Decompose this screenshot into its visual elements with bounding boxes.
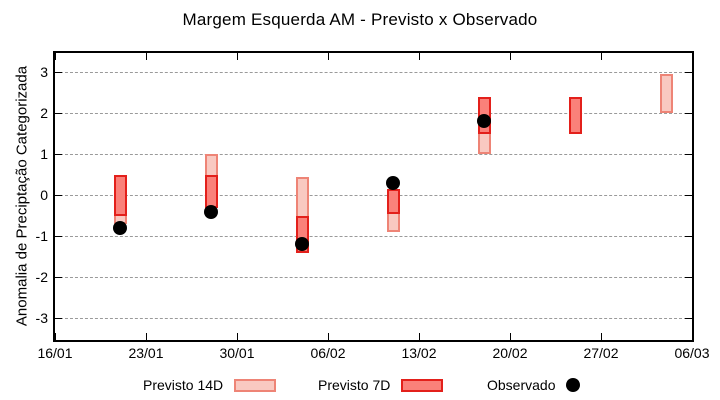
y-tick-mark <box>55 71 62 73</box>
legend-item-previsto-14d: Previsto 14D <box>143 376 277 394</box>
legend-label-observado: Observado <box>487 377 556 393</box>
x-tick-mark <box>691 333 693 340</box>
legend-label-previsto-7d: Previsto 7D <box>318 377 391 393</box>
x-tick-label: 23/01 <box>128 345 164 361</box>
observado-dot <box>386 175 400 190</box>
x-tick-mark <box>691 53 693 60</box>
plot-area <box>53 51 694 342</box>
previsto-7d-swatch-icon <box>401 378 444 392</box>
x-tick-mark <box>418 333 420 340</box>
y-tick-label: -2 <box>35 269 48 286</box>
observado-dot <box>113 221 127 236</box>
previsto-14d-swatch-icon <box>234 378 277 392</box>
y-tick-mark <box>55 276 62 278</box>
gridline <box>55 153 692 155</box>
y-tick-mark <box>685 153 692 155</box>
x-tick-label: 30/01 <box>219 345 255 361</box>
y-tick-mark <box>55 194 62 196</box>
gridline <box>55 276 692 278</box>
legend-item-previsto-7d: Previsto 7D <box>318 376 444 394</box>
x-tick-mark <box>600 333 602 340</box>
legend-label-previsto-14d: Previsto 14D <box>143 377 224 393</box>
previsto-7d-bar <box>386 189 400 214</box>
y-tick-mark <box>685 71 692 73</box>
previsto-7d-bar <box>568 96 582 134</box>
y-tick-mark <box>685 317 692 319</box>
observado-dot <box>477 114 491 129</box>
y-tick-label: 3 <box>40 64 48 81</box>
x-tick-mark <box>54 53 56 60</box>
y-tick-mark <box>685 276 692 278</box>
previsto-14d-bar <box>659 74 673 114</box>
y-tick-mark <box>685 194 692 196</box>
x-tick-mark <box>509 53 511 60</box>
observado-dot-icon <box>566 378 581 392</box>
x-tick-label: 06/02 <box>310 345 346 361</box>
y-tick-label: -3 <box>35 310 48 327</box>
observado-dot <box>204 204 218 219</box>
x-tick-mark <box>509 333 511 340</box>
x-tick-mark <box>236 53 238 60</box>
x-tick-label: 20/02 <box>492 345 528 361</box>
y-tick-label: 1 <box>40 146 48 163</box>
y-tick-mark <box>685 235 692 237</box>
x-tick-mark <box>145 53 147 60</box>
x-tick-mark <box>236 333 238 340</box>
x-tick-mark <box>600 53 602 60</box>
y-tick-label: -1 <box>35 228 48 245</box>
x-tick-label: 06/03 <box>674 345 710 361</box>
x-tick-mark <box>145 333 147 340</box>
y-tick-mark <box>55 153 62 155</box>
x-tick-mark <box>54 333 56 340</box>
y-tick-label: 0 <box>40 187 48 204</box>
y-tick-mark <box>55 235 62 237</box>
x-tick-label: 16/01 <box>37 345 73 361</box>
x-tick-label: 13/02 <box>401 345 437 361</box>
x-tick-mark <box>418 53 420 60</box>
observado-dot <box>295 237 309 252</box>
previsto-7d-bar <box>113 174 127 216</box>
gridline <box>55 317 692 319</box>
y-tick-mark <box>685 112 692 114</box>
gridline <box>55 235 692 237</box>
chart-title: Margem Esquerda AM - Previsto x Observad… <box>182 10 538 29</box>
x-tick-mark <box>327 53 329 60</box>
y-tick-label: 2 <box>40 105 48 122</box>
x-tick-label: 27/02 <box>583 345 619 361</box>
y-tick-mark <box>55 112 62 114</box>
x-tick-mark <box>327 333 329 340</box>
gridline <box>55 194 692 196</box>
gridline <box>55 112 692 114</box>
previsto-7d-bar <box>204 174 218 208</box>
gridline <box>55 71 692 73</box>
legend: Previsto 14D Previsto 7D Observado <box>0 376 720 396</box>
y-tick-mark <box>55 317 62 319</box>
legend-item-observado: Observado <box>487 376 581 394</box>
